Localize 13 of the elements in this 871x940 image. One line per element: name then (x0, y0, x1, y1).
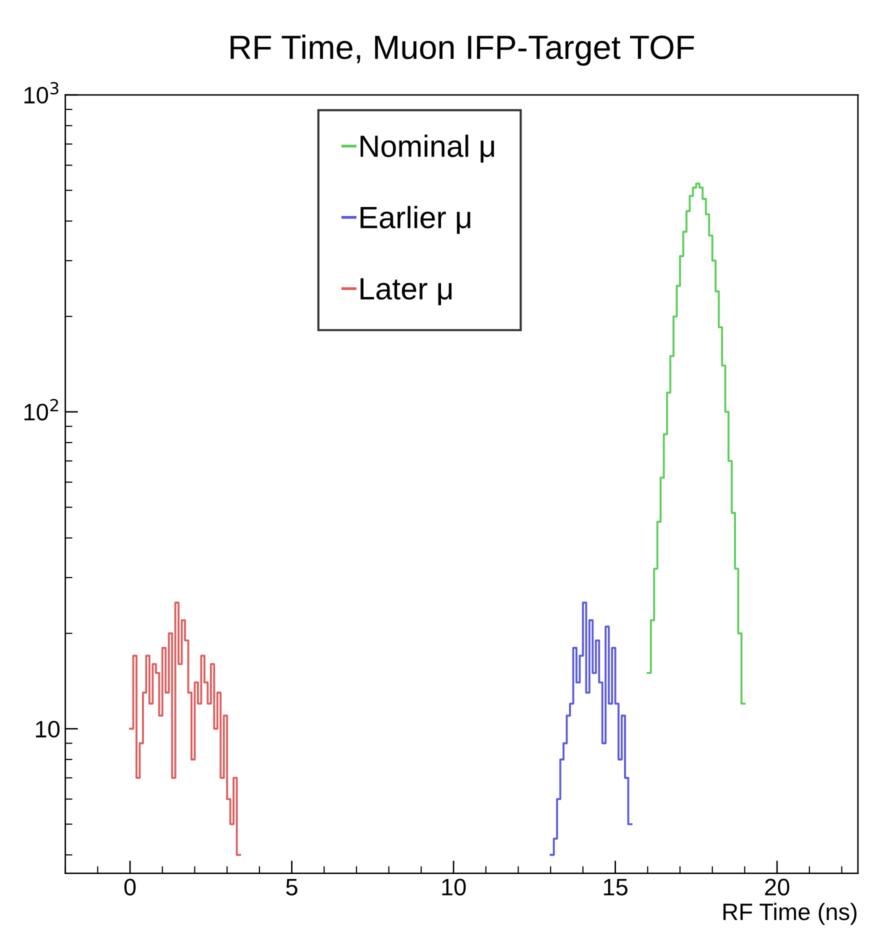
x-tick-label: 0 (124, 878, 136, 896)
x-tick-label: 5 (286, 878, 298, 896)
x-axis-title: RF Time (ns) (723, 902, 856, 925)
chart-title: RF Time, Muon IFP-Target TOF (230, 34, 694, 66)
y-tick-label: 10$^{2}$ (24, 398, 58, 420)
x-tick-label: 10 (442, 878, 466, 896)
legend-label: Later μ (360, 278, 452, 306)
y-tick-label: 10 (36, 720, 60, 738)
x-tick-label: 15 (604, 878, 628, 896)
legend-label: Nominal μ (360, 134, 494, 163)
legend-label: Earlier μ (360, 206, 470, 234)
x-tick-label: 20 (765, 878, 790, 896)
y-tick-label: 10$^{3}$ (24, 82, 58, 104)
